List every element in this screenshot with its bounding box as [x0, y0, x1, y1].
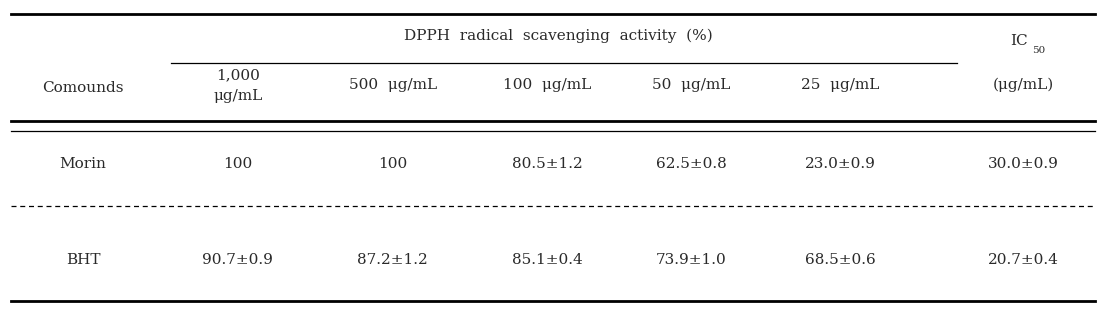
Text: 85.1±0.4: 85.1±0.4 [512, 253, 583, 267]
Text: μg/mL: μg/mL [213, 89, 262, 103]
Text: 25  μg/mL: 25 μg/mL [802, 78, 879, 92]
Text: 100  μg/mL: 100 μg/mL [503, 78, 592, 92]
Text: 50  μg/mL: 50 μg/mL [653, 78, 730, 92]
Text: IC: IC [1010, 34, 1027, 48]
Text: 100: 100 [378, 157, 407, 171]
Text: 80.5±1.2: 80.5±1.2 [512, 157, 583, 171]
Text: 20.7±0.4: 20.7±0.4 [988, 253, 1058, 267]
Text: DPPH  radical  scavenging  activity  (%): DPPH radical scavenging activity (%) [404, 29, 713, 43]
Text: 62.5±0.8: 62.5±0.8 [656, 157, 727, 171]
Text: 90.7±0.9: 90.7±0.9 [202, 253, 273, 267]
Text: 30.0±0.9: 30.0±0.9 [988, 157, 1058, 171]
Text: BHT: BHT [65, 253, 101, 267]
Text: 23.0±0.9: 23.0±0.9 [805, 157, 876, 171]
Text: 50: 50 [1032, 46, 1045, 55]
Text: 500  μg/mL: 500 μg/mL [348, 78, 437, 92]
Text: (μg/mL): (μg/mL) [992, 78, 1054, 92]
Text: 100: 100 [223, 157, 252, 171]
Text: 73.9±1.0: 73.9±1.0 [656, 253, 727, 267]
Text: 87.2±1.2: 87.2±1.2 [357, 253, 428, 267]
Text: 68.5±0.6: 68.5±0.6 [805, 253, 876, 267]
Text: 1,000: 1,000 [216, 69, 260, 83]
Text: Morin: Morin [60, 157, 106, 171]
Text: Comounds: Comounds [42, 81, 124, 95]
